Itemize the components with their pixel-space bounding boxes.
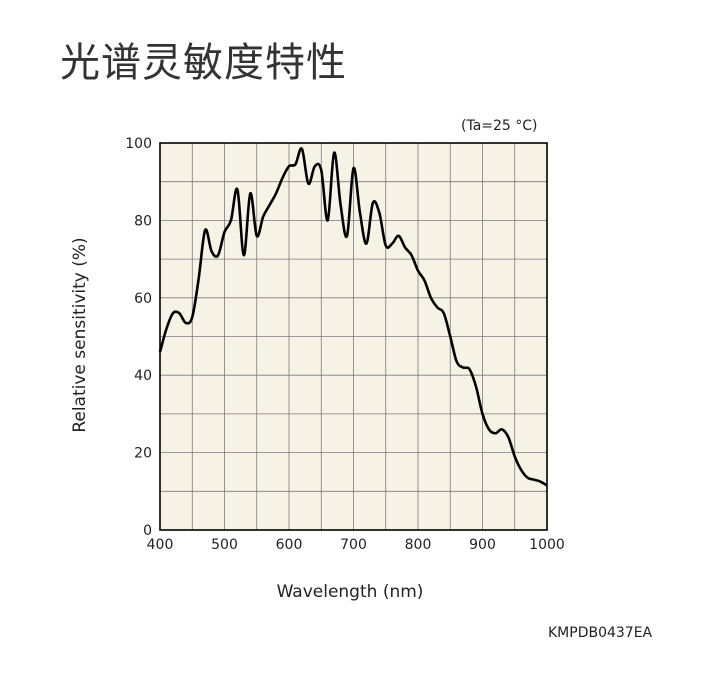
y-tick-label: 0 bbox=[143, 523, 152, 539]
x-tick-label: 800 bbox=[405, 537, 432, 553]
y-tick-label: 40 bbox=[134, 368, 152, 384]
y-tick-label: 80 bbox=[134, 213, 152, 229]
page-title: 光谱灵敏度特性 bbox=[60, 40, 347, 86]
plot-frame bbox=[159, 142, 548, 531]
tick-labels: 400 500 600 700 800 900 1000 0 20 40 60 80 100 bbox=[125, 136, 565, 553]
y-tick-label: 20 bbox=[134, 446, 152, 462]
x-tick-label: 500 bbox=[211, 537, 238, 553]
y-tick-label: 100 bbox=[125, 136, 152, 152]
sensitivity-curve bbox=[158, 147, 548, 487]
temperature-condition: (Ta=25 °C) bbox=[461, 118, 538, 134]
y-axis-label: Relative sensitivity (%) bbox=[70, 237, 90, 433]
x-tick-label: 700 bbox=[340, 537, 367, 553]
y-tick-label: 60 bbox=[134, 291, 152, 307]
x-tick-label: 900 bbox=[469, 537, 496, 553]
x-axis-label: Wavelength (nm) bbox=[276, 582, 424, 602]
grid bbox=[160, 143, 547, 530]
x-tick-label: 400 bbox=[147, 537, 174, 553]
x-tick-label: 1000 bbox=[529, 537, 565, 553]
x-tick-label: 600 bbox=[276, 537, 303, 553]
figure-code: KMPDB0437EA bbox=[548, 625, 653, 641]
